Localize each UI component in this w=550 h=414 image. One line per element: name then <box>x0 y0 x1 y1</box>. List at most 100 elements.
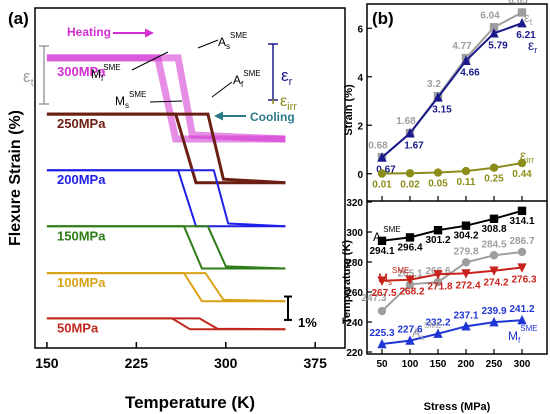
marker-triangle-down <box>377 276 387 286</box>
data-label: 6.21 <box>516 30 536 41</box>
data-label: 0.05 <box>428 179 448 190</box>
series-line <box>381 209 523 242</box>
b-bottom-xtick-label: 50 <box>376 359 388 370</box>
b-bottom-xtick-label: 100 <box>402 359 419 370</box>
series-line <box>381 319 523 345</box>
data-label: 6.65 <box>508 0 528 6</box>
cooling-label: Cooling <box>250 110 295 124</box>
marker-triangle-down <box>489 266 499 276</box>
data-label: 265.1 <box>397 268 422 279</box>
marker-triangle <box>517 315 527 325</box>
data-label: 271.8 <box>427 281 452 292</box>
marker-square <box>377 236 387 246</box>
data-label: 0.02 <box>400 179 420 190</box>
b-bottom-ytick-label: 240 <box>346 318 363 329</box>
series-label: 150MPa <box>57 228 106 243</box>
data-label: 0.44 <box>512 169 532 180</box>
marker-circle <box>433 168 443 177</box>
marker-triangle <box>405 128 415 138</box>
panel-a-xlabel: Temperature (K) <box>125 393 255 412</box>
data-label: 1.67 <box>404 140 424 151</box>
data-label: 1.68 <box>396 116 416 127</box>
panel-a-ticks: 150 225 300 375 <box>35 342 327 371</box>
data-label: 314.1 <box>509 216 534 227</box>
marker-circle <box>377 169 387 178</box>
data-label: 4.66 <box>460 68 480 79</box>
panel-b-xlabel: Stress (MPa) <box>424 401 491 413</box>
b-bottom-ytick-label: 320 <box>346 198 363 209</box>
marker-triangle <box>517 17 527 28</box>
data-label: 268.2 <box>399 287 424 298</box>
data-label: 241.2 <box>509 304 534 315</box>
series-line <box>381 162 523 175</box>
data-label: 272.4 <box>455 280 480 291</box>
er-bracket <box>268 43 278 101</box>
b-top-ytick-label: 0 <box>357 170 363 181</box>
panel-a-ylabel: Flexure Strain (%) <box>7 110 24 246</box>
marker-triangle <box>377 152 387 162</box>
heating-arrow-head <box>145 28 154 38</box>
marker-square <box>517 206 527 216</box>
data-label: 6.04 <box>480 10 500 21</box>
marker-circle <box>489 251 499 260</box>
marker-triangle <box>461 55 471 65</box>
panel-b-top-plot: 0 2 4 6 0.68 1.68 3.2 4.77 6.04 6.65 0.67 1.67 3.15 4… <box>357 0 536 201</box>
marker-triangle <box>405 335 415 345</box>
data-label: 301.2 <box>425 235 450 246</box>
scale-bar: 1% <box>284 295 317 330</box>
data-label: 0.01 <box>372 180 392 191</box>
curve-cooling <box>46 54 286 143</box>
series-line <box>381 11 523 159</box>
Af-marker-label: AfSME <box>233 69 261 89</box>
panel-b: (b) Strain (%) Temperature (K) Stress (M… <box>341 0 548 413</box>
panel-a-label: (a) <box>8 9 29 28</box>
er-label: εr <box>281 66 293 88</box>
data-label: 286.7 <box>509 236 534 247</box>
legend-Ms: MsSME <box>378 266 409 287</box>
data-label: 225.3 <box>369 328 394 339</box>
series-line <box>381 22 523 159</box>
marker-triangle <box>489 28 499 38</box>
panel-a: (a) Temperature (K) Flexure Strain (%) 1… <box>7 7 346 412</box>
data-label: 308.8 <box>481 224 506 235</box>
panel-b-top-ylabel: Strain (%) <box>343 84 355 136</box>
legend-et: εt <box>524 10 533 27</box>
data-label: 0.11 <box>457 177 476 188</box>
scale-bar-label: 1% <box>298 315 317 330</box>
data-label: 239.9 <box>481 306 506 317</box>
data-label: 304.2 <box>453 231 478 242</box>
et-label: εt <box>23 67 34 89</box>
series-label: 300MPa <box>57 64 106 79</box>
panel-b-bottom-ylabel: Temperature (K) <box>341 240 353 324</box>
b-bottom-xtick-label: 300 <box>514 359 531 370</box>
legend-er: εr <box>528 37 537 55</box>
b-bottom-ytick-label: 220 <box>346 348 363 359</box>
et-bracket <box>39 45 49 105</box>
marker-circle <box>377 306 387 316</box>
marker-square <box>517 8 527 17</box>
marker-triangle-down <box>433 270 443 280</box>
cooling-arrow-head <box>214 111 223 121</box>
marker-triangle <box>461 321 471 331</box>
panel-a-series-labels: 300MPa 250MPa 200MPa 150MPa 100MPa 50MPa <box>57 64 106 335</box>
marker-triangle-down <box>405 275 415 285</box>
marker-triangle <box>433 328 443 338</box>
data-label: 274.2 <box>483 278 508 289</box>
marker-square <box>405 233 415 242</box>
series-line <box>381 251 523 312</box>
data-label: 296.4 <box>397 242 422 253</box>
panel-b-frame <box>366 3 548 355</box>
data-label: 4.77 <box>452 41 472 52</box>
b-top-ytick-label: 4 <box>357 73 363 84</box>
marker-circle <box>489 163 499 172</box>
data-label: 276.3 <box>511 275 536 286</box>
series-label: 50MPa <box>57 320 99 335</box>
marker-triangle <box>489 316 499 327</box>
heating-label: Heating <box>67 25 111 39</box>
b-bottom-ytick-label: 300 <box>346 228 363 239</box>
curve-cooling <box>46 317 286 331</box>
data-label: 0.67 <box>376 165 396 176</box>
legend-Mf: MfSME <box>508 324 538 345</box>
eirr-label: εirr <box>280 93 297 113</box>
